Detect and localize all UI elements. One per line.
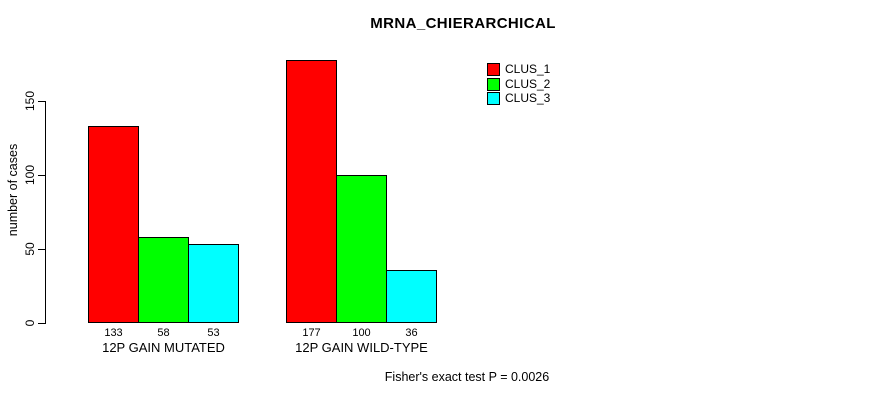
y-tick-mark [38, 323, 45, 324]
y-tick-label: 150 [23, 90, 37, 112]
y-axis-title: number of cases [6, 143, 20, 237]
bar-clus_1-group2 [286, 60, 337, 323]
bar-value-label: 36 [405, 327, 418, 339]
legend-swatch-icon [487, 92, 500, 105]
y-tick-label: 0 [23, 319, 37, 327]
bar-value-label: 177 [302, 327, 321, 339]
legend-swatch-icon [487, 77, 500, 91]
bar-value-label: 58 [157, 327, 170, 339]
bar-clus_2-group1 [138, 237, 189, 323]
y-tick-label: 100 [23, 164, 37, 186]
y-axis-line [45, 101, 46, 324]
legend-label: CLUS_1 [505, 62, 551, 76]
bar-clus_2-group2 [336, 175, 387, 323]
legend-label: CLUS_3 [505, 91, 551, 105]
category-label: 12P GAIN WILD-TYPE [295, 340, 428, 355]
y-tick-mark [38, 101, 45, 102]
legend-swatch-icon [487, 63, 500, 76]
legend-item-clus_1: CLUS_1 [487, 63, 550, 76]
y-tick-mark [38, 249, 45, 250]
legend-item-clus_2: CLUS_2 [487, 76, 551, 91]
category-label: 12P GAIN MUTATED [102, 340, 225, 355]
bar-clus_3-group2 [386, 270, 437, 323]
chart-title: MRNA_CHIERARCHICAL [370, 15, 556, 32]
fisher-test-annotation: Fisher's exact test P = 0.0026 [384, 370, 550, 384]
bar-value-label: 53 [207, 327, 220, 339]
bar-value-label: 133 [104, 327, 123, 339]
legend-label: CLUS_2 [505, 76, 551, 91]
bar-value-label: 100 [352, 327, 371, 339]
y-tick-label: 50 [23, 242, 37, 256]
legend-item-clus_3: CLUS_3 [487, 92, 550, 105]
bar-clus_3-group1 [188, 244, 239, 323]
bar-clus_1-group1 [88, 126, 139, 323]
y-tick-mark [38, 175, 45, 176]
